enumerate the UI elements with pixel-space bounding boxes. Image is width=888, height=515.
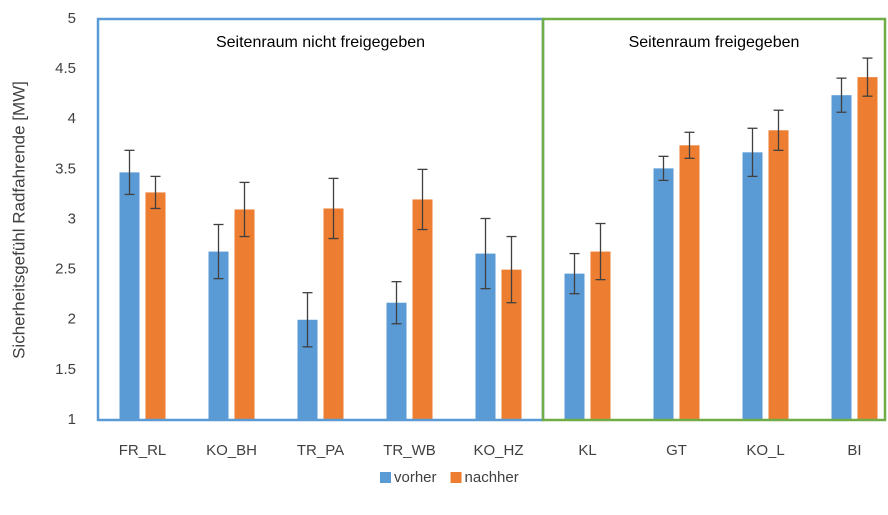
y-tick-label: 4	[68, 110, 76, 127]
y-tick-label: 1.5	[55, 361, 76, 378]
bar	[742, 152, 763, 420]
bar	[501, 269, 522, 420]
bar	[768, 130, 789, 420]
bar	[653, 168, 674, 420]
legend-swatch	[380, 472, 391, 483]
x-tick-label: BI	[847, 442, 861, 459]
y-tick-label: 4.5	[55, 60, 76, 77]
x-tick-label: KO_L	[746, 442, 784, 459]
bar	[590, 251, 611, 420]
legend-label: vorher	[394, 469, 437, 486]
bar	[564, 273, 585, 420]
y-tick-label: 2.5	[55, 261, 76, 278]
bar	[857, 77, 878, 421]
bar	[831, 95, 852, 420]
x-tick-label: KO_BH	[206, 442, 257, 459]
x-tick-label: TR_WB	[383, 442, 436, 459]
x-tick-label: GT	[666, 442, 687, 459]
legend-label: nachher	[465, 469, 519, 486]
y-tick-label: 2	[68, 311, 76, 328]
bar	[323, 208, 344, 420]
bar	[386, 302, 407, 420]
bar	[679, 145, 700, 420]
bar	[145, 192, 166, 420]
region-label: Seitenraum nicht freigegeben	[216, 34, 425, 51]
y-tick-label: 1	[68, 411, 76, 428]
region-label: Seitenraum freigegeben	[629, 34, 800, 51]
bar	[412, 199, 433, 420]
x-tick-label: FR_RL	[119, 442, 167, 459]
y-tick-label: 3	[68, 210, 76, 227]
x-tick-label: KL	[578, 442, 596, 459]
legend-swatch	[450, 472, 462, 483]
bar	[119, 172, 140, 420]
bar	[208, 251, 229, 420]
y-tick-label: 5	[68, 10, 76, 27]
region-box	[541, 17, 887, 422]
y-tick-label: 3.5	[55, 160, 76, 177]
bar	[475, 253, 496, 420]
y-axis-label: Sicherheitsgefühl Radfahrende [MW]	[9, 81, 28, 359]
bar	[234, 209, 255, 420]
x-tick-label: KO_HZ	[473, 442, 523, 459]
bar	[297, 319, 318, 420]
x-tick-label: TR_PA	[297, 442, 344, 459]
